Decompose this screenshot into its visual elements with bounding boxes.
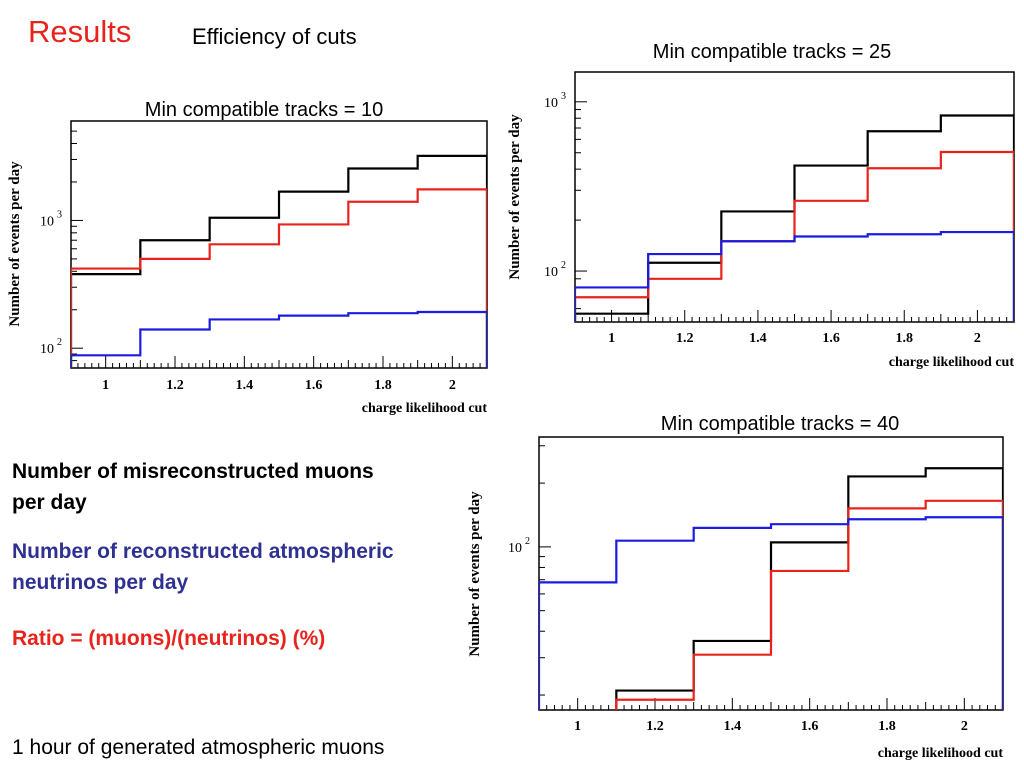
y-tick-label: 10 (40, 214, 54, 229)
y-tick-label-exponent: 3 (561, 91, 566, 102)
page-subtitle: Efficiency of cuts (192, 24, 357, 49)
legend-neutrinos: Number of reconstructed atmospheric neut… (12, 540, 394, 594)
series-ratio (575, 150, 1014, 322)
y-tick-label-exponent: 2 (561, 260, 566, 271)
x-tick-label: 1 (574, 719, 581, 734)
chart-title: Min compatible tracks = 10 (145, 99, 383, 121)
y-tick-label: 10 (544, 96, 558, 111)
y-tick-label: 10 (544, 265, 558, 280)
x-tick-label: 1 (608, 331, 615, 346)
x-tick-label: 1.4 (724, 719, 742, 734)
x-tick-label: 1.2 (676, 331, 694, 346)
x-tick-label: 2 (974, 331, 981, 346)
x-tick-label: 1.6 (305, 378, 323, 393)
x-tick-label: 1.6 (801, 719, 819, 734)
y-tick-label-exponent: 2 (525, 536, 530, 547)
x-axis-label: charge likelihood cut (878, 746, 1004, 761)
x-tick-label: 1.8 (878, 719, 896, 734)
x-tick-label: 1.8 (374, 378, 392, 393)
y-tick-label: 10 (40, 342, 54, 357)
series-muons (575, 114, 1014, 322)
x-tick-label: 1.2 (166, 378, 184, 393)
y-tick-label: 10 (508, 541, 522, 556)
y-axis-label: Number of events per day (7, 161, 23, 327)
x-tick-label: 2 (961, 719, 968, 734)
series-muons (615, 467, 1003, 710)
y-tick-label-exponent: 2 (57, 337, 62, 348)
y-tick-label-exponent: 3 (57, 209, 62, 220)
legend-muons: Number of misreconstructed muons per day (12, 460, 374, 514)
x-tick-label: 1.4 (236, 378, 254, 393)
page-title: Results (28, 14, 132, 49)
x-axis-label: charge likelihood cut (889, 355, 1015, 370)
x-tick-label: 1.4 (749, 331, 767, 346)
series-neutrinos (575, 230, 1014, 322)
legend-ratio: Ratio = (muons)/(neutrinos) (%) (12, 627, 326, 650)
y-axis-label: Number of events per day (507, 114, 523, 280)
series-neutrinos (539, 516, 1003, 710)
series-ratio (71, 188, 487, 368)
x-tick-label: 1.2 (646, 719, 664, 734)
x-tick-label: 1.6 (822, 331, 840, 346)
footnote: 1 hour of generated atmospheric muons (12, 736, 385, 759)
series-ratio (615, 499, 1003, 710)
x-tick-label: 2 (449, 378, 456, 393)
y-axis-label: Number of events per day (467, 491, 483, 657)
x-tick-label: 1 (102, 378, 109, 393)
chart-title: Min compatible tracks = 25 (653, 41, 891, 63)
x-tick-label: 1.8 (896, 331, 914, 346)
chart-title: Min compatible tracks = 40 (661, 413, 899, 435)
series-neutrinos (71, 310, 487, 368)
x-axis-label: charge likelihood cut (362, 401, 488, 416)
